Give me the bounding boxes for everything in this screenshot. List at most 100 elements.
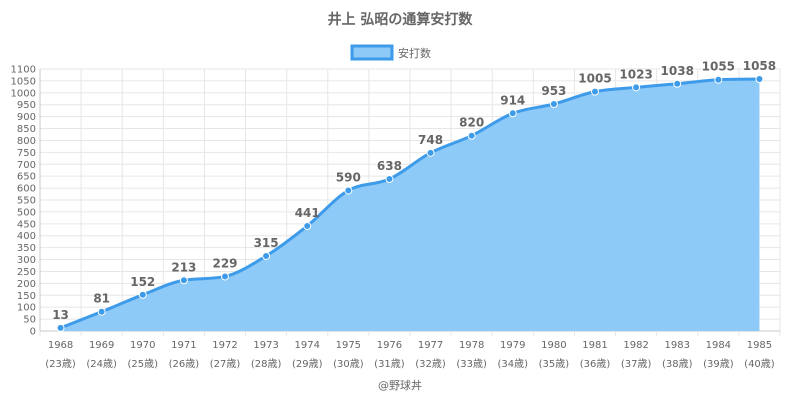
legend-label: 安打数 (398, 46, 431, 60)
data-label: 213 (171, 260, 196, 274)
x-tick-sublabel: (26歳) (169, 358, 200, 370)
data-label: 953 (541, 84, 566, 98)
x-tick-sublabel: (30歳) (333, 358, 364, 370)
y-tick-label: 350 (17, 243, 36, 254)
data-point (467, 131, 476, 140)
x-tick-sublabel: (31歳) (374, 358, 405, 370)
data-label: 914 (500, 93, 525, 107)
data-label: 315 (254, 236, 279, 250)
data-point (179, 276, 188, 285)
y-tick-label: 100 (17, 303, 36, 314)
data-label: 1023 (619, 67, 652, 81)
data-label: 152 (130, 275, 155, 289)
y-tick-label: 550 (17, 196, 36, 207)
series-fill (60, 79, 760, 332)
y-tick-label: 400 (17, 231, 36, 242)
data-label: 1058 (743, 59, 776, 73)
data-point (221, 272, 229, 281)
data-point (673, 79, 682, 88)
data-point (755, 75, 764, 84)
data-point (632, 83, 641, 92)
x-tick-label: 1980 (541, 340, 566, 351)
data-point (344, 186, 353, 195)
x-tick-label: 1970 (130, 340, 155, 351)
legend[interactable]: 安打数 (350, 44, 431, 61)
x-tick-sublabel: (36歳) (580, 358, 611, 370)
x-tick-label: 1972 (212, 340, 237, 351)
data-label: 1055 (702, 60, 735, 74)
y-tick-label: 1000 (11, 88, 36, 99)
data-point (303, 221, 312, 230)
y-tick-label: 700 (17, 160, 36, 171)
x-tick-sublabel: (23歳) (45, 358, 76, 370)
data-point (97, 307, 106, 316)
x-tick-label: 1975 (336, 340, 361, 351)
x-tick-sublabel: (32歳) (415, 358, 446, 370)
x-tick-label: 1977 (418, 340, 443, 351)
data-label: 638 (377, 159, 402, 173)
x-tick-sublabel: (24歳) (86, 358, 117, 370)
y-tick-label: 500 (17, 207, 36, 218)
x-tick-label: 1969 (89, 340, 114, 351)
y-tick-label: 1100 (11, 65, 36, 76)
y-tick-labels: 0501001502002503003504004505005506006507… (11, 65, 36, 338)
x-tick-label: 1973 (253, 340, 278, 351)
data-point (262, 251, 271, 260)
y-tick-label: 450 (17, 219, 36, 230)
data-label: 229 (212, 256, 237, 270)
y-tick-label: 150 (17, 291, 36, 302)
data-point (385, 175, 394, 184)
x-tick-sublabel: (33歳) (456, 358, 487, 370)
x-tick-label: 1978 (459, 340, 484, 351)
y-tick-label: 250 (17, 267, 36, 278)
x-tick-label: 1979 (500, 340, 525, 351)
x-tick-label: 1981 (582, 340, 607, 351)
x-tick-label: 1971 (171, 340, 196, 351)
x-tick-sublabel: (38歳) (662, 358, 693, 370)
y-tick-label: 850 (17, 124, 36, 135)
data-label: 1038 (661, 64, 694, 78)
x-tick-sublabel: (34歳) (498, 358, 529, 370)
data-labels: 13 81 152 213 229 315 441 590 638 748 820 914 953 100… (52, 59, 776, 322)
y-tick-label: 600 (17, 184, 36, 195)
x-tick-sublabel: (37歳) (621, 358, 652, 370)
data-point (714, 75, 723, 84)
y-tick-label: 750 (17, 148, 36, 159)
x-tick-sublabel: (35歳) (539, 358, 570, 370)
data-point (508, 109, 517, 118)
data-label: 590 (336, 170, 361, 184)
data-points (56, 75, 764, 332)
x-tick-label: 1968 (48, 340, 73, 351)
x-tick-label: 1984 (706, 340, 731, 351)
x-tick-sublabel: (28歳) (251, 358, 282, 370)
x-tick-label: 1982 (623, 340, 648, 351)
credit-text: @野球丼 (378, 378, 422, 392)
y-tick-label: 300 (17, 255, 36, 266)
data-point (591, 87, 599, 96)
y-tick-label: 950 (17, 100, 36, 111)
y-tick-label: 200 (17, 279, 36, 290)
data-label: 13 (52, 308, 69, 322)
x-tick-sublabel: (40歳) (744, 358, 775, 370)
data-point (56, 323, 65, 332)
data-label: 81 (93, 292, 110, 306)
y-tick-label: 50 (23, 315, 36, 326)
x-tick-sublabel: (39歳) (703, 358, 734, 370)
y-tick-label: 900 (17, 112, 36, 123)
data-label: 1005 (578, 72, 611, 86)
data-point (426, 148, 435, 157)
data-label: 441 (295, 206, 320, 220)
x-tick-labels: 1968 (23歳) 1969 (24歳) 1970 (25歳) 1971 (26歳) 1972… (45, 340, 775, 370)
data-label: 820 (459, 116, 484, 130)
chart-title: 井上 弘昭の通算安打数 (328, 11, 474, 28)
legend-swatch (350, 44, 394, 61)
x-tick-sublabel: (27歳) (210, 358, 241, 370)
y-tick-label: 650 (17, 172, 36, 183)
x-tick-sublabel: (25歳) (128, 358, 159, 370)
x-tick-label: 1983 (664, 340, 689, 351)
data-point (138, 290, 147, 299)
y-tick-label: 1050 (11, 76, 36, 87)
x-tick-label: 1985 (747, 340, 772, 351)
